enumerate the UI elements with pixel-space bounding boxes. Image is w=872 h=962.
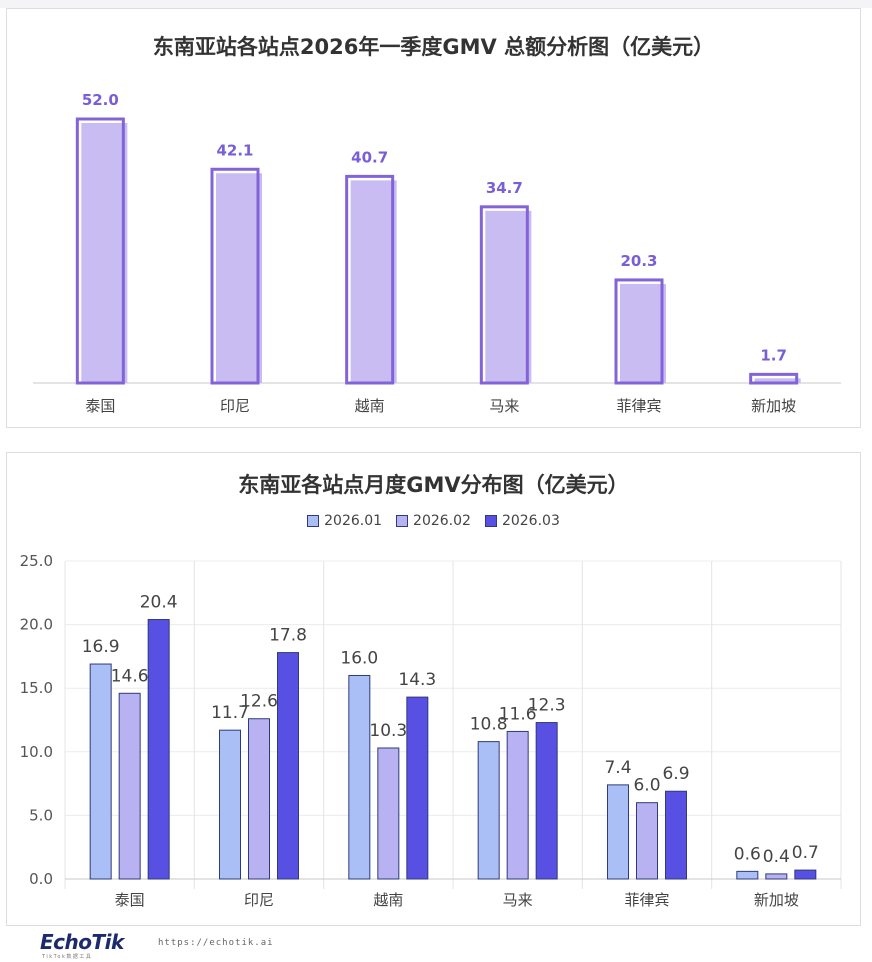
bar-4-1 [477, 741, 500, 880]
x-tick-label-5: 菲律宾 [616, 397, 661, 415]
bar-3 [345, 174, 395, 385]
x-tick-label-3: 越南 [373, 891, 403, 909]
bar-shadow-1 [81, 123, 128, 383]
x-tick-label-6: 新加坡 [754, 891, 799, 909]
gmv-monthly-bar-chart: 25.0 20.0 15.0 10.0 5.0 0.0 16.9 14.6 20.4 泰国 11.7… [20, 552, 842, 909]
bar-2-1 [219, 729, 241, 880]
data-label-6: 1.7 [760, 346, 787, 364]
bar-3-2 [377, 747, 400, 880]
legend-swatch-series-2 [396, 515, 409, 527]
legend-item-series-2: 2026.02 [396, 513, 471, 529]
y-tick-label-3: 15.0 [20, 679, 53, 697]
x-tick-label-2: 印尼 [244, 891, 274, 909]
x-tick-label-1: 泰国 [115, 891, 145, 909]
x-tick-label-2: 印尼 [220, 397, 250, 415]
data-label-1-2: 14.6 [111, 666, 149, 686]
gmv-monthly-chart-panel: 东南亚各站点月度GMV分布图（亿美元） 2026.01 2026.02 2026… [6, 452, 861, 926]
gmv-total-chart-panel: 东南亚站各站点2026年一季度GMV 总额分析图（亿美元） 52.0 泰国 42.1… [6, 8, 861, 428]
bar-2-2 [248, 718, 270, 880]
data-label-6-1: 0.6 [734, 844, 761, 864]
data-label-6-2: 0.4 [763, 847, 790, 867]
bar-5-2 [636, 802, 658, 880]
y-tick-label-6: 0.0 [29, 870, 53, 888]
bar-6-3 [794, 869, 817, 880]
x-tick-label-4: 马来 [489, 397, 519, 415]
bar-6-1 [736, 870, 759, 880]
chart-title: 东南亚站各站点2026年一季度GMV 总额分析图（亿美元） [152, 35, 715, 59]
legend-item-series-3: 2026.03 [484, 513, 560, 529]
top-strip [0, 0, 872, 8]
website-link[interactable]: https://echotik.ai [158, 938, 274, 948]
legend: 2026.01 2026.02 2026.03 [7, 513, 860, 529]
legend-swatch-series-3 [484, 515, 497, 527]
bar-shadow-4 [485, 210, 532, 383]
data-label-4: 34.7 [486, 179, 523, 197]
bar-1-3 [147, 619, 170, 880]
legend-item-series-1: 2026.01 [307, 513, 382, 529]
x-tick-label-6: 新加坡 [751, 397, 796, 415]
bar-shadow-3 [350, 180, 397, 383]
data-label-6-3: 0.7 [792, 843, 819, 863]
bar-5-3 [665, 790, 687, 880]
data-label-3-3: 14.3 [398, 670, 436, 690]
bar-4-2 [506, 730, 529, 880]
data-label-5-3: 6.9 [662, 764, 689, 784]
bar-1 [75, 117, 125, 385]
bar-3-1 [348, 674, 371, 880]
y-tick-label-1: 25.0 [20, 552, 53, 570]
echotik-logo[interactable]: EchoTik [40, 930, 124, 954]
data-label-1: 52.0 [82, 91, 119, 109]
data-label-2-2: 12.6 [240, 692, 278, 712]
bar-2-3 [277, 652, 299, 880]
data-label-4-2: 11.6 [499, 704, 537, 724]
data-label-1-3: 20.4 [140, 593, 178, 613]
bar-5-1 [607, 784, 629, 880]
data-label-5-2: 6.0 [633, 776, 660, 796]
bar-3-3 [406, 696, 429, 880]
data-label-2-3: 17.8 [269, 626, 307, 646]
data-label-2-1: 11.7 [211, 703, 249, 723]
data-label-2: 42.1 [216, 141, 253, 159]
data-label-1-1: 16.9 [82, 637, 120, 657]
y-tick-label-4: 10.0 [20, 743, 53, 761]
y-tick-label-2: 20.0 [20, 616, 53, 634]
bar-5 [614, 278, 664, 385]
bar-shadow-6 [754, 378, 801, 383]
bar-1-1 [89, 663, 112, 880]
bar-shadow-5 [620, 283, 666, 383]
footer: EchoTik TikTok数据工具 https://echotik.ai [0, 926, 872, 962]
bar-4-3 [535, 722, 558, 880]
bar-shadow-2 [216, 173, 262, 383]
legend-label-series-2: 2026.02 [413, 513, 471, 529]
x-tick-label-5: 菲律宾 [624, 891, 669, 909]
x-tick-label-1: 泰国 [85, 397, 115, 415]
bar-1-2 [118, 692, 141, 880]
data-label-5-1: 7.4 [604, 758, 631, 778]
brand-subtitle: TikTok数据工具 [42, 954, 93, 960]
data-label-3-1: 16.0 [340, 648, 378, 668]
legend-label-series-1: 2026.01 [324, 513, 383, 529]
data-label-3-2: 10.3 [369, 721, 407, 741]
data-label-5: 20.3 [620, 252, 657, 270]
bar-2 [210, 167, 260, 385]
bar-6-2 [765, 873, 788, 880]
x-tick-label-4: 马来 [503, 891, 533, 909]
chart-title: 东南亚各站点月度GMV分布图（亿美元） [238, 473, 629, 497]
bar-6 [749, 372, 799, 385]
bar-4 [479, 205, 529, 385]
data-label-3: 40.7 [351, 148, 388, 166]
y-tick-label-5: 5.0 [29, 806, 53, 824]
data-label-4-3: 12.3 [528, 696, 566, 716]
x-tick-label-3: 越南 [355, 397, 385, 415]
data-label-4-1: 10.8 [470, 715, 508, 735]
legend-swatch-series-1 [307, 515, 320, 527]
legend-label-series-3: 2026.03 [501, 513, 560, 529]
gmv-total-bar-chart: 52.0 泰国 42.1 印尼 40.7 越南 34.7 马来 20.3 菲律宾 1.7 新加坡 [33, 91, 841, 415]
